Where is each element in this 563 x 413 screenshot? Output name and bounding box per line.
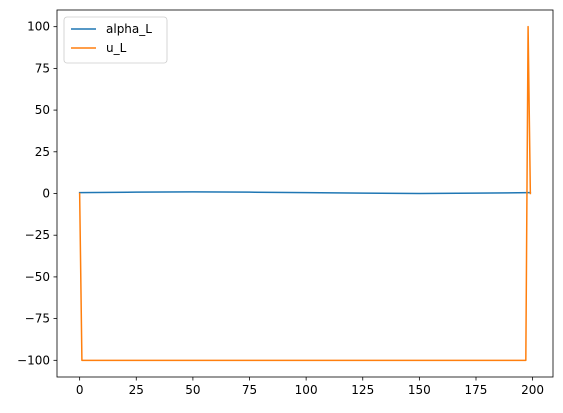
x-tick-label: 200 [521,383,544,397]
x-tick-label: 100 [295,383,318,397]
legend-label: alpha_L [106,22,152,36]
x-tick-label: 175 [465,383,488,397]
y-tick-label: −75 [25,312,50,326]
x-axis: 0 25 50 75 100 125 150 175 200 [76,377,544,397]
legend-label: u_L [106,41,127,55]
y-tick-label: 100 [27,20,50,34]
y-tick-label: −50 [25,270,50,284]
series-line-alpha-l [78,191,532,195]
y-tick-label: 25 [35,145,50,159]
x-tick-label: 50 [185,383,200,397]
plot-area [78,25,532,362]
y-tick-label: 75 [35,61,50,75]
y-tick-label: −100 [17,353,50,367]
x-tick-label: 150 [408,383,431,397]
y-axis: −100 −75 −50 −25 0 25 50 75 100 [17,20,57,367]
x-tick-label: 125 [351,383,374,397]
y-tick-label: 50 [35,103,50,117]
legend: alpha_L u_L [63,16,168,64]
x-tick-label: 75 [242,383,257,397]
x-tick-label: 0 [76,383,84,397]
x-tick-label: 25 [129,383,144,397]
y-tick-label: −25 [25,228,50,242]
series-line-u-l [78,25,532,362]
y-tick-label: 0 [42,187,50,201]
